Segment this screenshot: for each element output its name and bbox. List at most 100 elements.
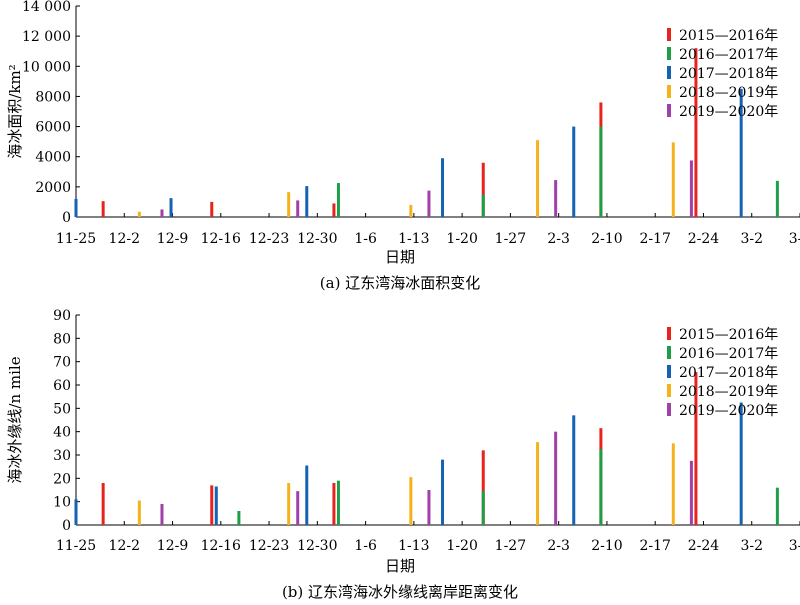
bar (775, 180, 779, 217)
legend-swatch (667, 403, 671, 416)
chart-panel-b: 0 10 20 30 40 50 60 70 80 90 11-25 12-2 12-9 12-16 12-… (6, 308, 800, 601)
bar (694, 372, 698, 525)
bar (427, 190, 431, 217)
x-tick-label: 1-13 (398, 231, 429, 247)
bar (481, 194, 485, 217)
bar (287, 192, 291, 217)
x-tick-label: 12-23 (249, 231, 289, 247)
legend-swatch (667, 327, 671, 340)
bar (296, 200, 300, 217)
bar (101, 483, 105, 525)
legend-swatch (667, 85, 671, 98)
x-tick-label: 3-9 (789, 231, 800, 247)
bar (296, 491, 300, 525)
x-tick-label: 1-20 (446, 538, 477, 554)
x-tick-label: 1-6 (354, 538, 377, 554)
bar (481, 450, 485, 525)
y-tick-label: 4000 (35, 150, 71, 166)
y-tick-label: 10 000 (22, 59, 71, 75)
bar (481, 162, 485, 217)
bar (210, 201, 214, 217)
bar (160, 209, 164, 217)
x-tick-label: 12-30 (297, 538, 337, 554)
legend-label: 2018—2019年 (679, 384, 778, 400)
x-tick-label: 2-24 (688, 538, 720, 554)
legend-swatch (667, 28, 671, 41)
x-tick-label: 3-2 (740, 538, 763, 554)
bar (305, 186, 309, 217)
x-tick-label: 12-30 (297, 231, 337, 247)
y-tick-label: 40 (53, 425, 71, 441)
bar (305, 465, 309, 525)
bar (572, 126, 576, 217)
legend-swatch (667, 346, 671, 359)
bar (739, 88, 743, 218)
y-tick-label: 6000 (35, 120, 71, 136)
x-tick-label: 2-3 (547, 538, 570, 554)
y-axis-title: 海冰面积/km² (6, 64, 24, 158)
bar (599, 449, 603, 525)
bar (336, 183, 340, 217)
legend-label: 2016—2017年 (679, 47, 778, 63)
bar (214, 486, 218, 525)
x-tick-label: 12-16 (201, 538, 241, 554)
legend-label: 2015—2016年 (679, 327, 778, 343)
x-tick-label: 3-9 (789, 538, 800, 554)
x-tick-label: 1-27 (495, 538, 526, 554)
legend-swatch (667, 365, 671, 378)
bar (101, 201, 105, 217)
bar (409, 204, 413, 217)
bar (671, 142, 675, 217)
x-tick-label: 2-10 (591, 231, 622, 247)
x-tick-label: 1-27 (495, 231, 526, 247)
x-tick-label: 12-23 (249, 538, 289, 554)
bar (689, 460, 693, 525)
bar (210, 485, 214, 525)
legend-swatch (667, 384, 671, 397)
bar (427, 490, 431, 525)
bar (689, 160, 693, 217)
bar (536, 442, 540, 525)
legend-label: 2019—2020年 (679, 104, 778, 120)
y-tick-label: 8000 (35, 89, 71, 105)
bar (536, 140, 540, 217)
x-tick-label: 12-2 (109, 231, 140, 247)
bar (332, 483, 336, 525)
bar (554, 180, 558, 217)
x-tick-label: 2-24 (688, 231, 720, 247)
bar (137, 500, 141, 525)
x-tick-label: 1-6 (354, 231, 377, 247)
bar (74, 499, 78, 525)
y-tick-label: 0 (62, 210, 71, 226)
y-tick-label: 2000 (35, 180, 71, 196)
bar (409, 477, 413, 525)
y-tick-label: 80 (53, 331, 71, 347)
y-tick-label: 12 000 (22, 29, 71, 45)
legend-label: 2019—2020年 (679, 403, 778, 419)
x-tick-label: 11-25 (56, 538, 96, 554)
bar (332, 203, 336, 217)
x-tick-label: 2-10 (591, 538, 622, 554)
x-tick-label: 1-20 (446, 231, 477, 247)
legend-label: 2016—2017年 (679, 346, 778, 362)
bar (481, 491, 485, 525)
bar (775, 487, 779, 525)
legend-swatch (667, 66, 671, 79)
y-tick-label: 30 (53, 448, 71, 464)
x-tick-label: 12-16 (201, 231, 241, 247)
bar (694, 48, 698, 218)
y-axis-title: 海冰外缘线/n mile (6, 356, 24, 483)
bar (74, 198, 78, 217)
bar (739, 402, 743, 525)
x-tick-label: 2-17 (639, 231, 670, 247)
y-tick-label: 10 (53, 495, 71, 511)
bar (336, 480, 340, 525)
figure-caption: (a) 辽东湾海冰面积变化 (320, 274, 480, 292)
x-axis-title: 日期 (385, 557, 415, 575)
legend-swatch (667, 104, 671, 117)
y-tick-label: 14 000 (22, 0, 71, 15)
bar (554, 431, 558, 525)
bar (441, 158, 445, 217)
legend-label: 2017—2018年 (679, 365, 778, 381)
